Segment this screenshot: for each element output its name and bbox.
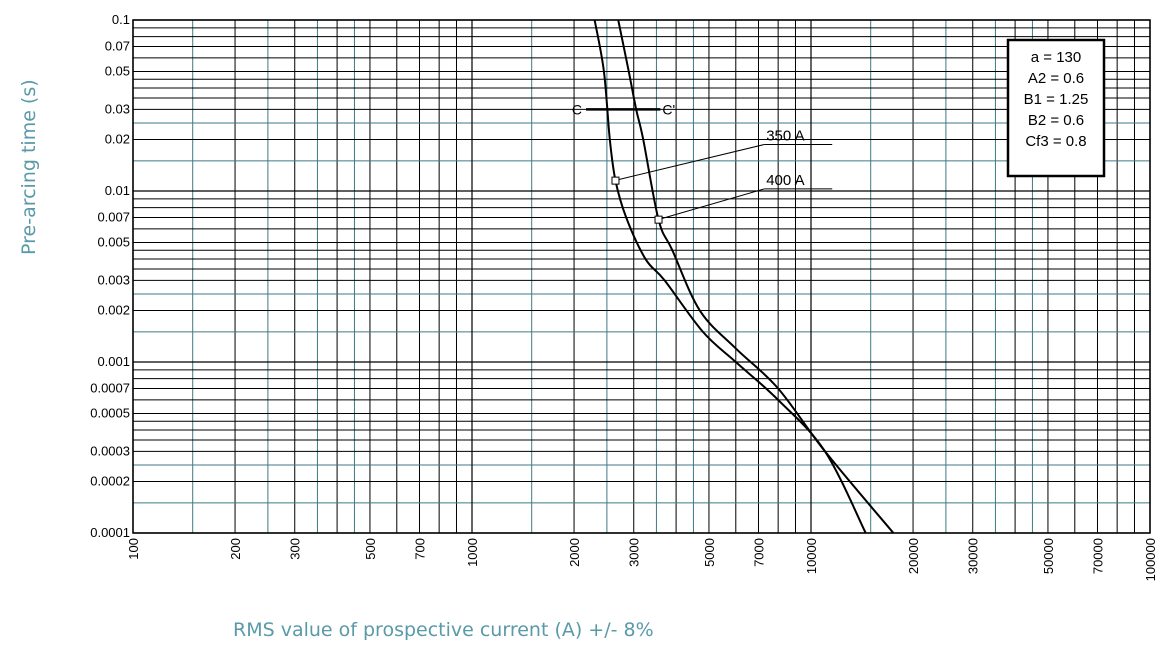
legend-line: B1 = 1.25	[1024, 91, 1089, 108]
y-tick-label: 0.02	[105, 132, 130, 147]
x-tick-label: 700	[412, 538, 427, 560]
legend-line: a = 130	[1031, 49, 1081, 66]
x-tick-label: 3000	[627, 538, 642, 567]
series-line-350-a	[593, 20, 867, 533]
legend-frame	[1006, 38, 1106, 178]
x-tick-label: 100000	[1143, 538, 1158, 581]
cutoff-label-left: C	[572, 101, 582, 117]
y-tick-label: 0.03	[105, 101, 130, 116]
y-tick-label: 0.002	[97, 303, 130, 318]
x-tick-label: 50000	[1041, 538, 1056, 574]
y-tick-label: 0.0005	[90, 405, 130, 420]
x-tick-label: 70000	[1090, 538, 1105, 574]
x-tick-label: 20000	[906, 538, 921, 574]
marker-label: 350 A	[766, 128, 804, 145]
y-tick-label: 0.05	[105, 63, 130, 78]
x-tick-label: 30000	[966, 538, 981, 574]
x-tick-labels: 100 200 300 500 700 1000 2000 3000 5000 7000 10000…	[126, 538, 1158, 581]
legend-box: a = 130 A2 = 0.6 B1 = 1.25 B2 = 0.6 Cf3 = 0.…	[1006, 38, 1106, 178]
x-tick-label: 200	[228, 538, 243, 560]
legend-line: A2 = 0.6	[1028, 70, 1084, 87]
y-tick-label: 0.001	[97, 354, 130, 369]
y-axis-title: Pre-arcing time (s)	[18, 79, 40, 255]
y-tick-labels: 0.1 0.07 0.05 0.03 0.02 0.01 0.007 0.005 0.003 0.…	[90, 12, 130, 540]
x-tick-label: 5000	[702, 538, 717, 567]
plot-frame	[132, 19, 1151, 534]
y-tick-label: 0.0001	[90, 525, 130, 540]
marker	[654, 215, 663, 224]
marker	[611, 176, 620, 185]
leader-line	[661, 188, 765, 220]
x-tick-label: 100	[126, 538, 141, 560]
series-line-400-a	[617, 20, 895, 533]
y-tick-label: 0.0002	[90, 474, 130, 489]
x-tick-label: 300	[288, 538, 303, 560]
leader-line	[618, 144, 765, 181]
cutoff-label-right: C'	[662, 101, 675, 117]
legend-line: Cf3 = 0.8	[1025, 133, 1086, 150]
x-axis-title: RMS value of prospective current (A) +/-…	[233, 619, 654, 641]
x-tick-label: 500	[363, 538, 378, 560]
marker-label: 400 A	[766, 172, 804, 189]
x-tick-label: 2000	[567, 538, 582, 567]
x-tick-label: 7000	[751, 538, 766, 567]
y-tick-label: 0.01	[105, 183, 130, 198]
y-tick-label: 0.007	[97, 209, 130, 224]
series-lines	[593, 20, 895, 533]
grid-minor-lines	[133, 20, 1150, 533]
plot-border	[132, 19, 1151, 534]
y-tick-label: 0.005	[97, 234, 130, 249]
y-tick-label: 0.0007	[90, 380, 130, 395]
x-tick-label: 1000	[465, 538, 480, 567]
y-tick-label: 0.1	[112, 12, 130, 27]
y-tick-label: 0.0003	[90, 443, 130, 458]
grid-major-lines	[132, 19, 1151, 534]
y-tick-label: 0.07	[105, 38, 130, 53]
annotations: C C' 350 A 400 A	[572, 101, 833, 224]
y-tick-label: 0.003	[97, 272, 130, 287]
legend-line: B2 = 0.6	[1028, 112, 1084, 129]
x-tick-label: 10000	[804, 538, 819, 574]
